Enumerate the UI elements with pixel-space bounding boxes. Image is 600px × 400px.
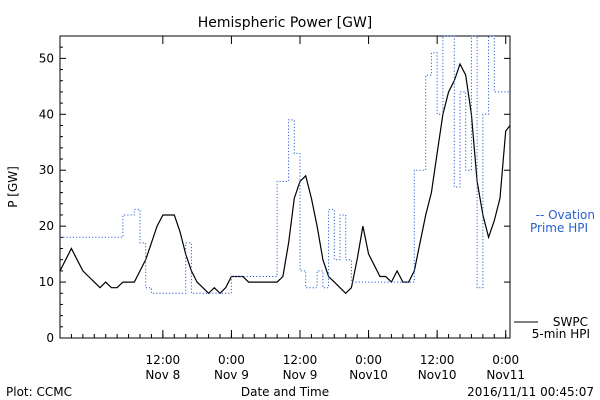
x-tick-label-time: 0:00 xyxy=(218,353,245,367)
x-tick-label-date: Nov 8 xyxy=(145,368,180,382)
y-tick-label: 0 xyxy=(46,331,54,345)
x-tick-label-time: 12:00 xyxy=(420,353,455,367)
series-line-ovation xyxy=(60,35,510,294)
x-tick-label-date: Nov 9 xyxy=(283,368,318,382)
legend-swpc-line2: 5-min HPI xyxy=(532,327,590,341)
y-tick-label: 10 xyxy=(39,275,54,289)
x-tick-label-date: Nov10 xyxy=(418,368,457,382)
legend-swpc-line1: SWPC xyxy=(553,315,588,329)
x-tick-label-time: 12:00 xyxy=(146,353,181,367)
x-tick-label-date: Nov11 xyxy=(486,368,525,382)
footer-timestamp: 2016/11/11 00:45:07 xyxy=(467,385,594,399)
y-axis: 0 10 20 30 40 50 xyxy=(39,35,510,345)
plot-frame xyxy=(59,35,511,339)
x-tick-label-date: Nov 9 xyxy=(214,368,249,382)
y-tick-label: 50 xyxy=(39,51,54,65)
y-tick-label: 30 xyxy=(39,163,54,177)
x-tick-label-date: Nov10 xyxy=(349,368,388,382)
series-line-swpc xyxy=(59,62,511,295)
series-group xyxy=(59,35,511,295)
footer-source: Plot: CCMC xyxy=(6,385,72,399)
legend-ovation-line2: Prime HPI xyxy=(530,221,588,235)
y-tick-label: 20 xyxy=(39,219,54,233)
legend-ovation-line1: -- Ovation xyxy=(536,208,595,222)
footer-xlabel: Date and Time xyxy=(241,385,329,399)
y-tick-label: 40 xyxy=(39,107,54,121)
x-tick-label-time: 0:00 xyxy=(492,353,519,367)
x-tick-label-time: 0:00 xyxy=(355,353,382,367)
y-axis-label: P [GW] xyxy=(6,166,20,208)
x-tick-label-time: 12:00 xyxy=(283,353,318,367)
chart-title: Hemispheric Power [GW] xyxy=(198,15,373,31)
